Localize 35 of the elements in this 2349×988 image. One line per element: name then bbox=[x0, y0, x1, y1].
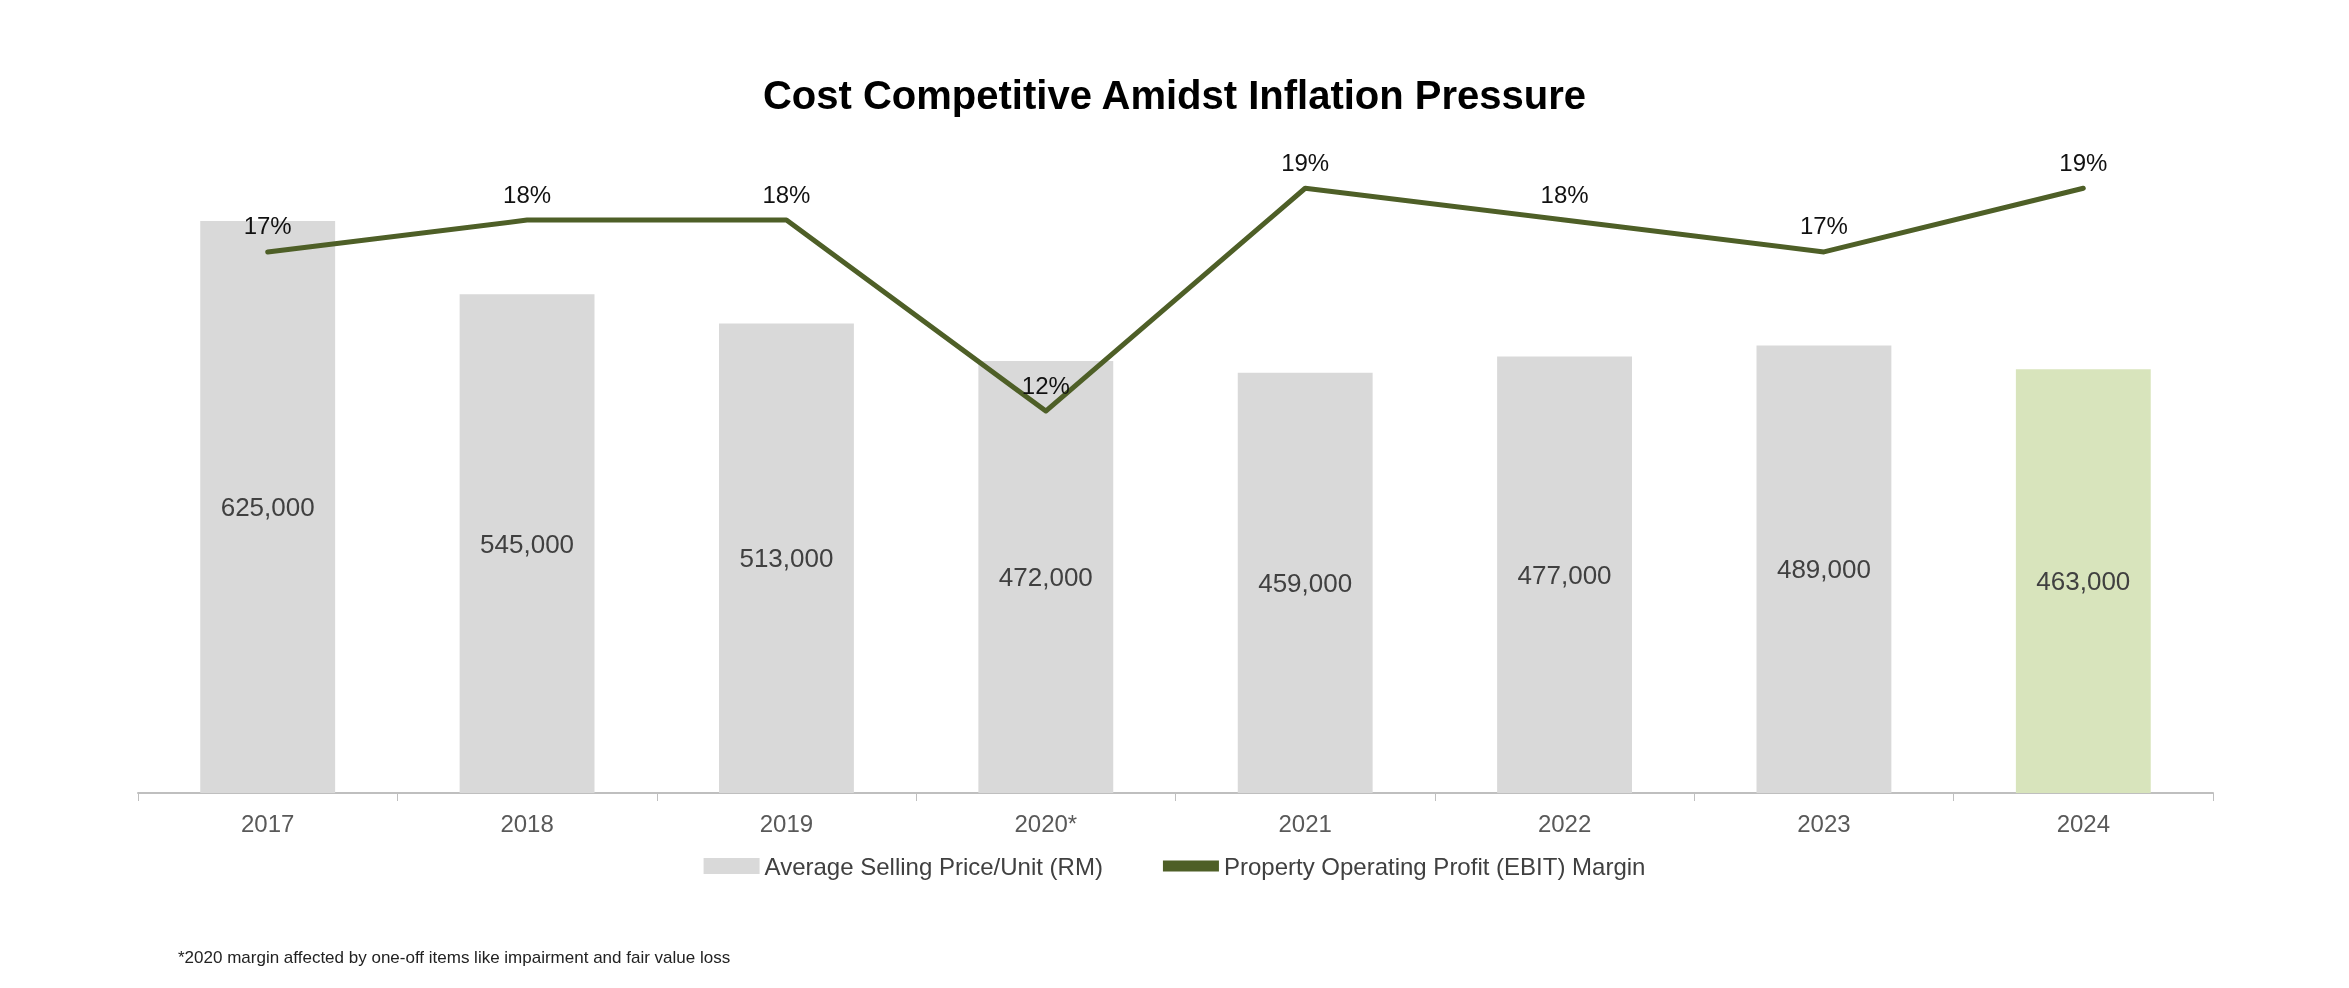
bar bbox=[1756, 345, 1892, 793]
x-tick-label: 2024 bbox=[2056, 809, 2111, 837]
bar bbox=[459, 294, 595, 793]
data-label: 18% bbox=[762, 180, 811, 208]
bar bbox=[978, 360, 1114, 793]
x-tick-label: 2018 bbox=[500, 809, 554, 837]
bar bbox=[1237, 372, 1373, 793]
data-label: 545,000 bbox=[480, 528, 575, 559]
data-label: 459,000 bbox=[1258, 567, 1353, 598]
x-tick-label: 2020* bbox=[1014, 809, 1078, 837]
data-label: 463,000 bbox=[2036, 566, 2131, 597]
data-label: 489,000 bbox=[1776, 554, 1871, 585]
data-label: 18% bbox=[1540, 180, 1589, 208]
x-tick-label: 2021 bbox=[1278, 809, 1332, 837]
text: *2020 margin affected by one-off items like impairment and fair value loss bbox=[178, 948, 731, 967]
data-label: 472,000 bbox=[998, 561, 1093, 592]
data-label: 18% bbox=[503, 180, 552, 208]
bar bbox=[719, 323, 854, 793]
chart-title: Cost Competitive Amidst Inflation Pressure bbox=[762, 73, 1587, 117]
x-tick-label: 2022 bbox=[1537, 809, 1592, 837]
data-label: 17% bbox=[243, 212, 292, 240]
data-label: 513,000 bbox=[739, 543, 834, 574]
legend-label: Average Selling Price/Unit (RM) bbox=[764, 852, 1103, 880]
data-label: 477,000 bbox=[1517, 559, 1612, 590]
data-label: 17% bbox=[1799, 212, 1848, 240]
data-label: 19% bbox=[2059, 148, 2108, 176]
data-label: 19% bbox=[1281, 148, 1330, 176]
x-tick-label: 2019 bbox=[759, 809, 814, 837]
data-label: 625,000 bbox=[220, 491, 315, 522]
x-tick-label: 2017 bbox=[240, 809, 295, 837]
bar bbox=[2015, 369, 2151, 793]
bar bbox=[1497, 356, 1632, 793]
x-tick-label: 2023 bbox=[1797, 809, 1851, 837]
legend-label: Property Operating Profit (EBIT) Margin bbox=[1223, 852, 1646, 880]
data-label: 12% bbox=[1021, 371, 1070, 399]
